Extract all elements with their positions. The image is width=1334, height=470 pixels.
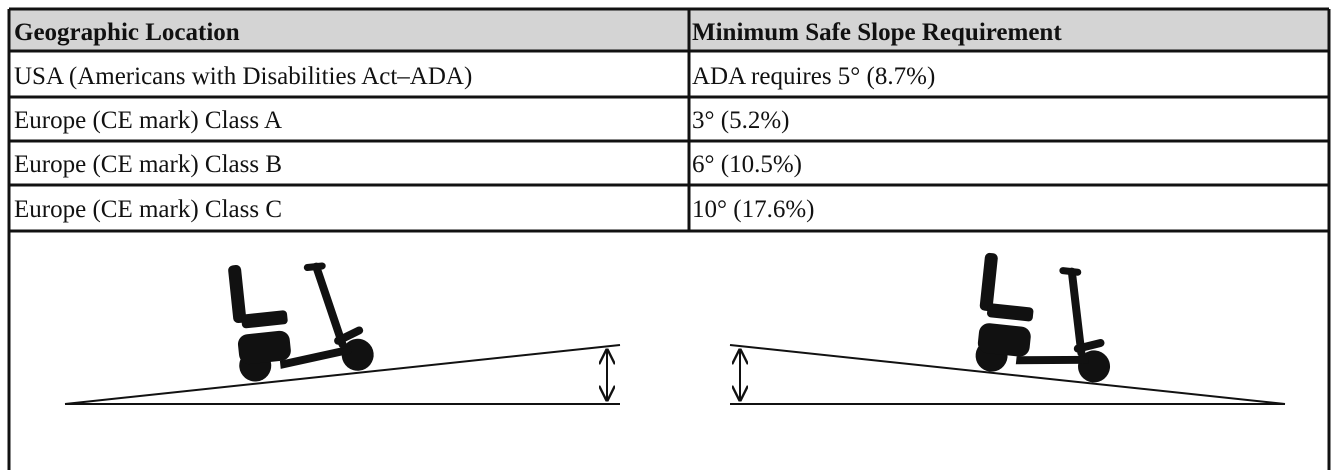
header-cell: Minimum Safe Slope Requirement xyxy=(692,19,1062,46)
header-cell: Geographic Location xyxy=(14,19,240,46)
cell: ADA requires 5° (8.7%) xyxy=(692,63,935,90)
cell: Europe (CE mark) Class C xyxy=(14,196,282,223)
cell: 10° (17.6%) xyxy=(692,196,814,223)
cell: Europe (CE mark) Class B xyxy=(14,151,282,178)
slope-illustration xyxy=(64,344,1286,405)
cell: 3° (5.2%) xyxy=(692,107,789,134)
cell: Europe (CE mark) Class A xyxy=(14,107,282,134)
header-bg xyxy=(9,9,1329,50)
table: Geographic Location Minimum Safe Slope R… xyxy=(7,7,1331,470)
cell: 6° (10.5%) xyxy=(692,151,802,178)
cell: USA (Americans with Disabilities Act–ADA… xyxy=(14,63,472,90)
table-lines xyxy=(7,7,1331,470)
scooter-icon xyxy=(973,252,1121,384)
scooter-icon xyxy=(228,252,376,384)
